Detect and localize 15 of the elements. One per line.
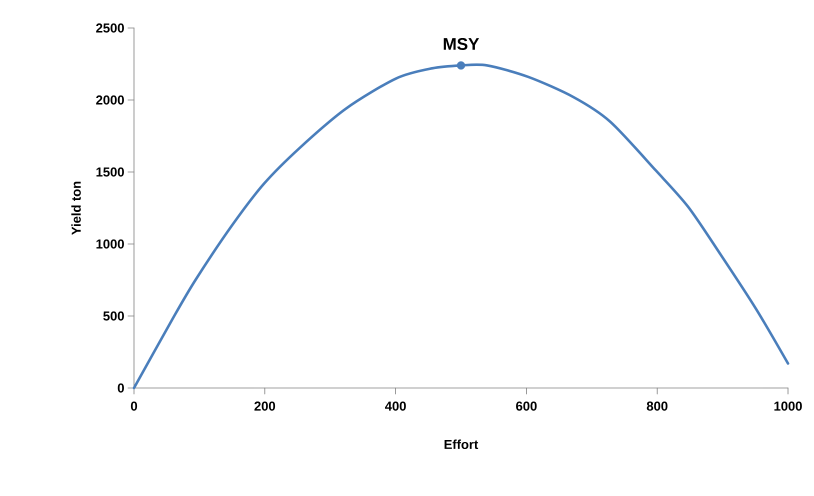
- y-tick-label: 1500: [96, 167, 124, 177]
- x-tick-label: 0: [130, 402, 138, 411]
- x-tick-label: 800: [646, 402, 668, 411]
- x-tick-label: 1000: [774, 402, 802, 411]
- y-tick-label: 2000: [96, 95, 124, 105]
- y-axis-title: Yield ton: [71, 182, 81, 235]
- y-tick-label: 2500: [96, 23, 124, 33]
- x-tick-label: 200: [254, 402, 276, 411]
- x-tick-label: 400: [385, 402, 406, 411]
- y-tick-label: 500: [103, 311, 124, 321]
- x-axis-title: Effort: [444, 440, 478, 450]
- x-tick-label: 600: [516, 402, 537, 411]
- y-tick-label: 0: [118, 383, 124, 393]
- annotation: MSY: [444, 38, 480, 50]
- y-tick-label: 1000: [96, 239, 124, 249]
